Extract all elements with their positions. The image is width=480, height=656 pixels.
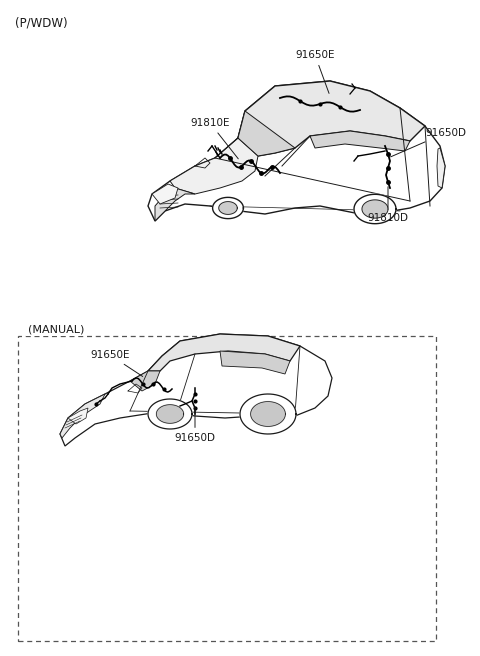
Polygon shape	[155, 188, 195, 221]
Polygon shape	[238, 111, 295, 156]
Polygon shape	[219, 201, 237, 215]
Polygon shape	[238, 81, 425, 156]
Polygon shape	[220, 351, 290, 374]
Text: (MANUAL): (MANUAL)	[28, 324, 84, 334]
Text: 91810D: 91810D	[368, 187, 408, 223]
Polygon shape	[60, 394, 105, 438]
Polygon shape	[68, 408, 88, 424]
Polygon shape	[310, 131, 410, 151]
Polygon shape	[156, 405, 184, 423]
Text: 91810E: 91810E	[190, 118, 238, 159]
Polygon shape	[130, 371, 160, 391]
Polygon shape	[148, 334, 300, 371]
Polygon shape	[251, 401, 285, 426]
Text: 91650E: 91650E	[295, 50, 335, 93]
Bar	[18, 336, 436, 641]
Polygon shape	[354, 194, 396, 224]
Text: (P/WDW): (P/WDW)	[15, 16, 68, 29]
Polygon shape	[213, 197, 243, 218]
Text: 91650E: 91650E	[90, 350, 143, 377]
Polygon shape	[152, 184, 178, 204]
Text: 91650D: 91650D	[175, 407, 216, 443]
Polygon shape	[148, 399, 192, 429]
Polygon shape	[362, 200, 388, 218]
Polygon shape	[148, 81, 445, 221]
Text: 91650D: 91650D	[391, 128, 466, 157]
Polygon shape	[437, 148, 445, 188]
Polygon shape	[60, 334, 332, 446]
Polygon shape	[240, 394, 296, 434]
Polygon shape	[170, 138, 258, 194]
